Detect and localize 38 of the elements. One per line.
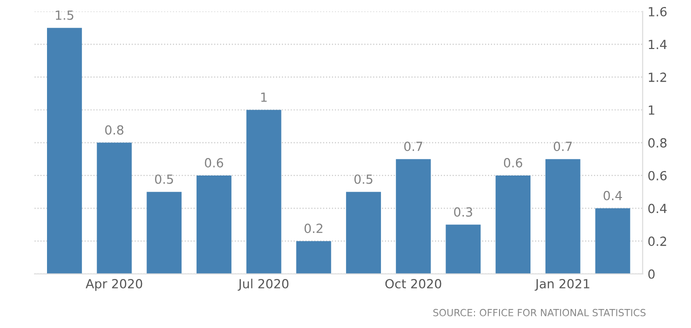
- bar: [47, 28, 82, 274]
- x-tick-label: Apr 2020: [86, 278, 142, 291]
- bar: [96, 142, 132, 274]
- bar: [146, 192, 182, 274]
- y-tick-label: 1.4: [648, 40, 667, 50]
- data-label: 1: [261, 92, 267, 102]
- y-tick-label: 0.2: [648, 236, 666, 246]
- x-tick-label: Oct 2020: [385, 278, 442, 288]
- y-tick-label: 0.8: [648, 138, 667, 148]
- bar: [496, 175, 530, 274]
- bar: [545, 159, 580, 274]
- x-tick-label: Jul 2020: [238, 278, 288, 291]
- data-label: 0.6: [504, 158, 522, 168]
- y-tick-label: 1.6: [648, 6, 667, 16]
- bar: [196, 175, 232, 274]
- data-label: 0.5: [155, 174, 173, 184]
- bar: [396, 159, 431, 274]
- data-label: 0.6: [204, 158, 224, 168]
- data-label: 0.5: [354, 174, 372, 184]
- data-label: 0.3: [454, 207, 472, 217]
- data-label: 0.7: [404, 142, 422, 152]
- data-label: 0.7: [554, 142, 572, 152]
- bar: [246, 110, 282, 274]
- x-tick-label: Jan 2021: [534, 278, 590, 291]
- y-tick-label: 1.2: [648, 72, 666, 82]
- data-label: 0.4: [604, 190, 622, 200]
- data-label: 0.8: [105, 125, 124, 135]
- source-note: SOURCE: OFFICE FOR NATIONAL STATISTICS: [433, 308, 646, 316]
- bar: [595, 208, 630, 274]
- data-label: 0.2: [304, 224, 322, 234]
- bar: [346, 192, 381, 274]
- bar: [446, 224, 481, 274]
- y-tick-label: 0: [648, 269, 655, 279]
- y-tick-label: 1: [648, 106, 654, 115]
- bar: [296, 241, 332, 274]
- data-label: 1.5: [56, 10, 74, 20]
- y-tick-label: 0.4: [648, 204, 667, 214]
- y-tick-label: 0.6: [648, 170, 667, 180]
